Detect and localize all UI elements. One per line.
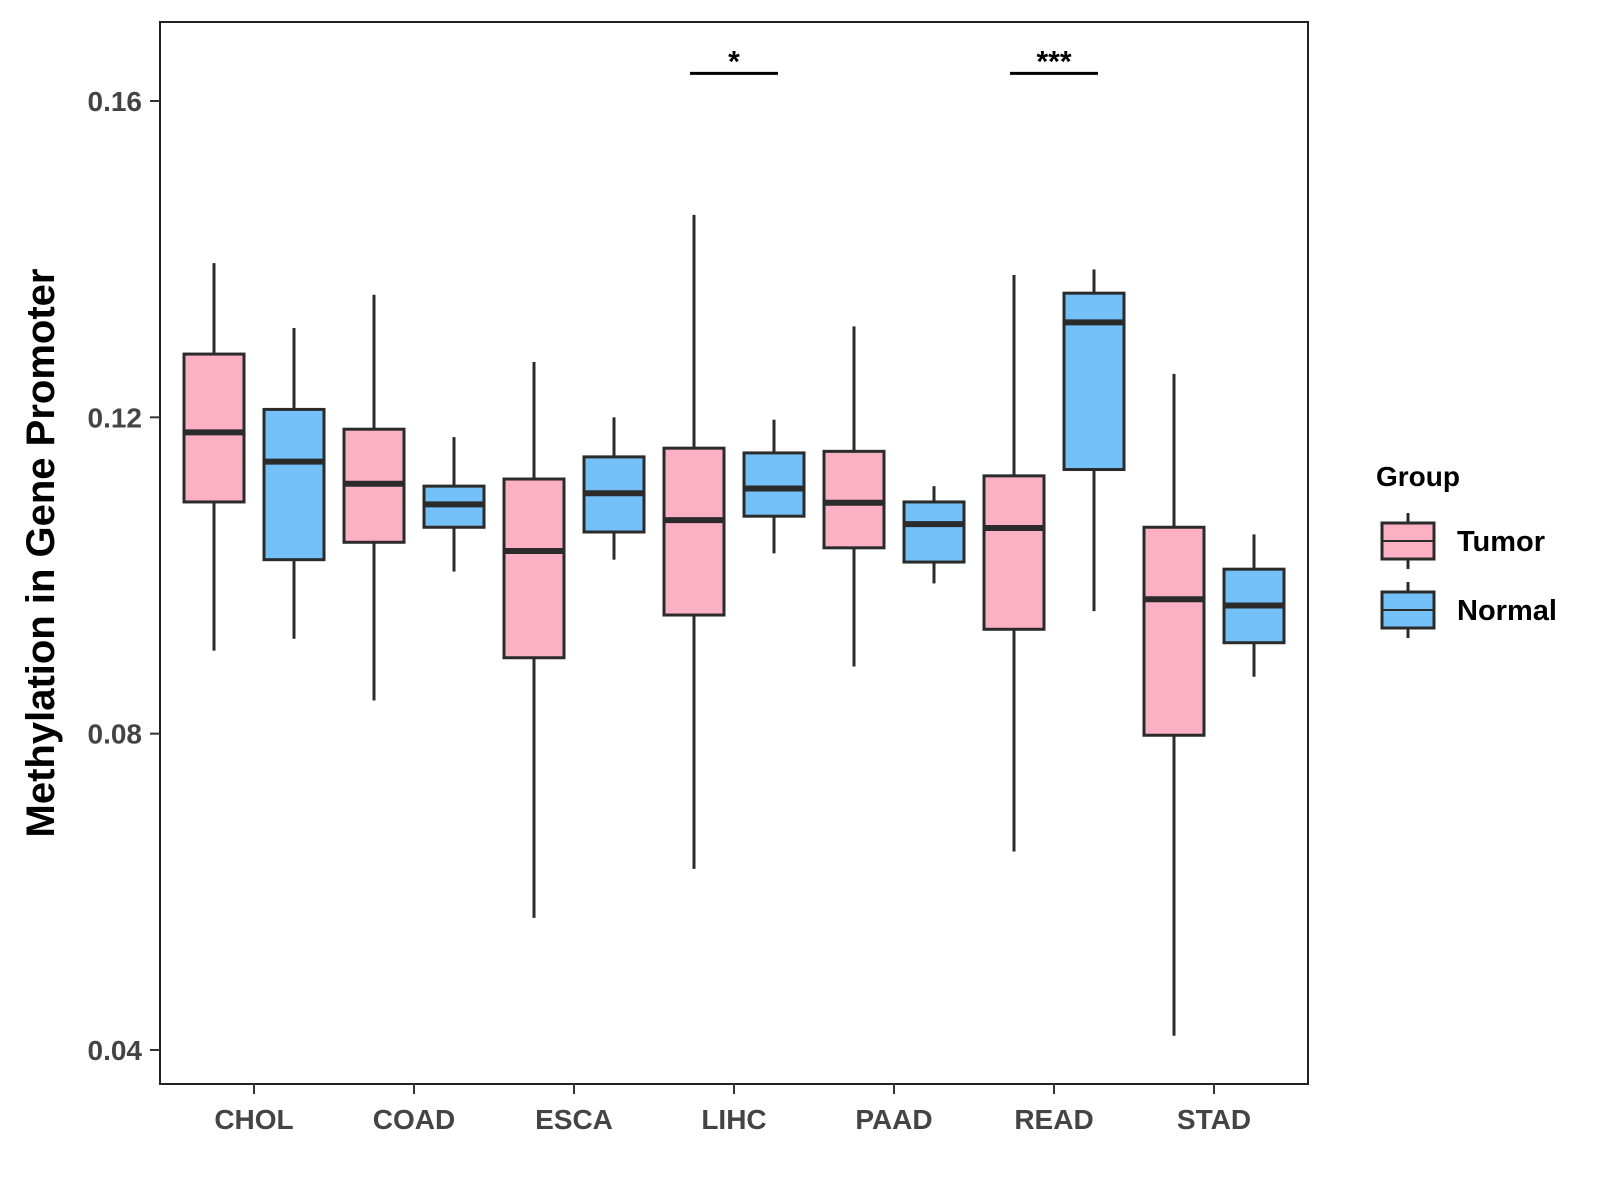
legend-key-normal <box>1380 582 1436 638</box>
y-tick-label: 0.16 <box>88 86 143 117</box>
y-tick-label: 0.04 <box>88 1035 143 1066</box>
x-tick-label: LIHC <box>701 1104 766 1135</box>
box-iqr <box>1142 525 1206 737</box>
box-tumor-chol <box>182 263 246 651</box>
box-tumor-stad <box>1142 373 1206 1036</box>
box-normal-lihc <box>742 419 806 554</box>
box-iqr <box>182 352 246 504</box>
legend-label-normal: Normal <box>1457 595 1557 627</box>
box-iqr <box>982 474 1046 631</box>
x-tick-label: READ <box>1014 1104 1093 1135</box>
x-tick-label: ESCA <box>535 1104 613 1135</box>
plot-panel <box>159 21 1309 1085</box>
y-tick-label: 0.12 <box>88 402 143 433</box>
box-iqr <box>262 407 326 562</box>
significance-label: * <box>728 45 740 78</box>
legend-title: Group <box>1376 461 1460 492</box>
box-tumor-coad <box>342 294 406 701</box>
box-iqr <box>822 449 886 550</box>
significance-label: *** <box>1036 45 1071 78</box>
box-group <box>182 214 1286 1036</box>
box-iqr <box>662 446 726 617</box>
box-normal-stad <box>1222 534 1286 677</box>
box-normal-esca <box>582 417 646 560</box>
box-iqr <box>502 477 566 660</box>
box-normal-coad <box>422 437 486 572</box>
x-tick-label: STAD <box>1177 1104 1251 1135</box>
x-tick-label: PAAD <box>855 1104 932 1135</box>
box-normal-paad <box>902 486 966 584</box>
significance-read: *** <box>1010 45 1098 78</box>
legend-label-tumor: Tumor <box>1457 526 1545 558</box>
y-axis: 0.04 0.08 0.12 0.16 <box>88 86 160 1066</box>
box-iqr <box>902 500 966 564</box>
box-tumor-lihc <box>662 214 726 869</box>
box-tumor-paad <box>822 326 886 667</box>
significance-lihc: * <box>690 45 778 78</box>
legend-key-tumor <box>1380 513 1436 569</box>
x-tick-label: CHOL <box>214 1104 293 1135</box>
significance-annotations: * *** <box>690 45 1098 78</box>
y-tick-label: 0.08 <box>88 719 143 750</box>
legend: Group Tumor Normal <box>1376 461 1557 638</box>
box-tumor-read <box>982 274 1046 852</box>
box-iqr <box>742 451 806 518</box>
x-axis: CHOL COAD ESCA LIHC PAAD READ STAD <box>214 1084 1251 1135</box>
box-normal-read <box>1062 269 1126 612</box>
box-tumor-esca <box>502 361 566 918</box>
x-tick-label: COAD <box>373 1104 455 1135</box>
y-axis-title: Methylation in Gene Promoter <box>19 269 63 838</box>
box-normal-chol <box>262 327 326 639</box>
